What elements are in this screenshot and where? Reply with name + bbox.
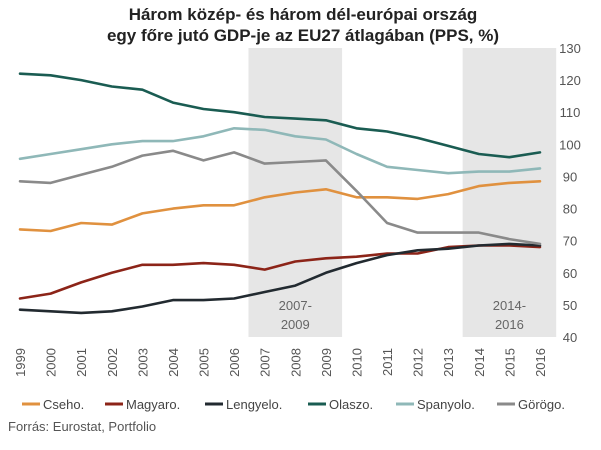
y-tick-label: 80 xyxy=(563,202,577,217)
x-tick-label: 2015 xyxy=(502,348,517,377)
y-tick-label: 120 xyxy=(559,73,581,88)
x-tick-label: 2008 xyxy=(288,348,303,377)
x-tick-label: 2002 xyxy=(105,348,120,377)
y-tick-label: 70 xyxy=(563,234,577,249)
shaded-period-label: 2009 xyxy=(281,317,310,332)
x-tick-label: 2005 xyxy=(197,348,212,377)
x-tick-label: 2003 xyxy=(135,348,150,377)
shaded-period-label: 2007- xyxy=(279,298,312,313)
y-tick-label: 60 xyxy=(563,266,577,281)
series-line xyxy=(18,149,542,246)
x-tick-label: 2001 xyxy=(74,348,89,377)
x-tick-label: 2014 xyxy=(472,348,487,377)
series-line xyxy=(18,127,542,175)
x-tick-label: 2011 xyxy=(380,348,395,376)
x-tick-label: 2000 xyxy=(44,348,59,377)
x-tick-label: 2009 xyxy=(319,348,334,377)
x-tick-label: 2006 xyxy=(227,348,242,377)
legend-label: Lengyelo. xyxy=(226,397,282,412)
x-tick-label: 1999 xyxy=(13,348,28,377)
shaded-period-label: 2014- xyxy=(493,298,526,313)
shaded-period-2 xyxy=(462,48,557,337)
chart-title-line-1: Három közép- és három dél-európai ország xyxy=(129,5,478,24)
x-tick-label: 2016 xyxy=(533,348,548,377)
series-line xyxy=(18,180,542,233)
legend-label: Görögo. xyxy=(518,397,565,412)
y-tick-label: 90 xyxy=(563,169,577,184)
chart-title-line-2: egy főre jutó GDP-je az EU27 átlagában (… xyxy=(107,26,499,45)
x-tick-label: 2010 xyxy=(349,348,364,377)
y-tick-label: 130 xyxy=(559,41,581,56)
source-note: Forrás: Eurostat, Portfolio xyxy=(8,419,156,434)
series-line xyxy=(18,244,542,300)
series-line xyxy=(18,72,542,159)
y-tick-label: 50 xyxy=(563,298,577,313)
legend-label: Cseho. xyxy=(43,397,84,412)
x-tick-label: 2012 xyxy=(411,348,426,377)
legend-label: Magyaro. xyxy=(126,397,180,412)
x-tick-label: 2007 xyxy=(258,348,273,377)
series-line xyxy=(18,242,542,315)
y-tick-label: 110 xyxy=(560,105,581,120)
y-tick-label: 100 xyxy=(559,137,581,152)
y-tick-label: 40 xyxy=(563,330,577,345)
x-tick-label: 2004 xyxy=(166,348,181,377)
legend-label: Olaszo. xyxy=(329,397,373,412)
shaded-period-label: 2016 xyxy=(495,317,524,332)
x-tick-label: 2013 xyxy=(441,348,456,377)
legend-label: Spanyolo. xyxy=(417,397,475,412)
